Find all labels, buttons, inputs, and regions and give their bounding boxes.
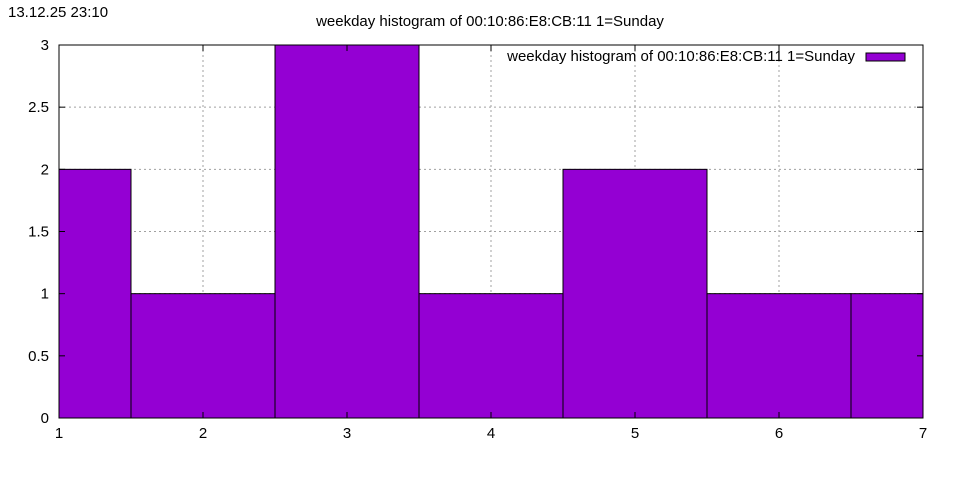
y-tick-label: 0.5 [28,348,49,365]
legend-swatch [865,52,906,62]
x-tick-label: 4 [487,425,495,442]
bar-weekday-7 [850,293,924,419]
y-axis-ticks: 0 0.5 1 1.5 2 2.5 3 [28,37,923,427]
legend: weekday histogram of 00:10:86:E8:CB:11 1… [506,48,906,65]
x-tick-label: 2 [199,425,207,442]
y-tick-label: 1 [41,286,49,303]
bar-weekday-3 [274,44,420,419]
x-axis-ticks: 1 2 3 4 5 6 7 [55,45,927,442]
y-tick-label: 2.5 [28,99,49,116]
bar-weekday-6 [706,293,852,419]
x-tick-label: 1 [55,425,63,442]
bar-weekday-2 [130,293,276,419]
legend-label: weekday histogram of 00:10:86:E8:CB:11 1… [506,48,855,65]
y-tick-label: 2 [41,161,49,178]
chart-title: weekday histogram of 00:10:86:E8:CB:11 1… [315,13,664,30]
y-tick-label: 3 [41,37,49,54]
bar-weekday-4 [418,293,564,419]
x-tick-label: 7 [919,425,927,442]
y-tick-label: 0 [41,410,49,427]
x-tick-label: 6 [775,425,783,442]
bar-series [58,44,924,419]
bar-weekday-1 [58,168,132,419]
y-tick-label: 1.5 [28,224,49,241]
timestamp: 13.12.25 23:10 [8,4,109,21]
x-tick-label: 5 [631,425,639,442]
bar-weekday-5 [562,168,708,419]
x-tick-label: 3 [343,425,351,442]
